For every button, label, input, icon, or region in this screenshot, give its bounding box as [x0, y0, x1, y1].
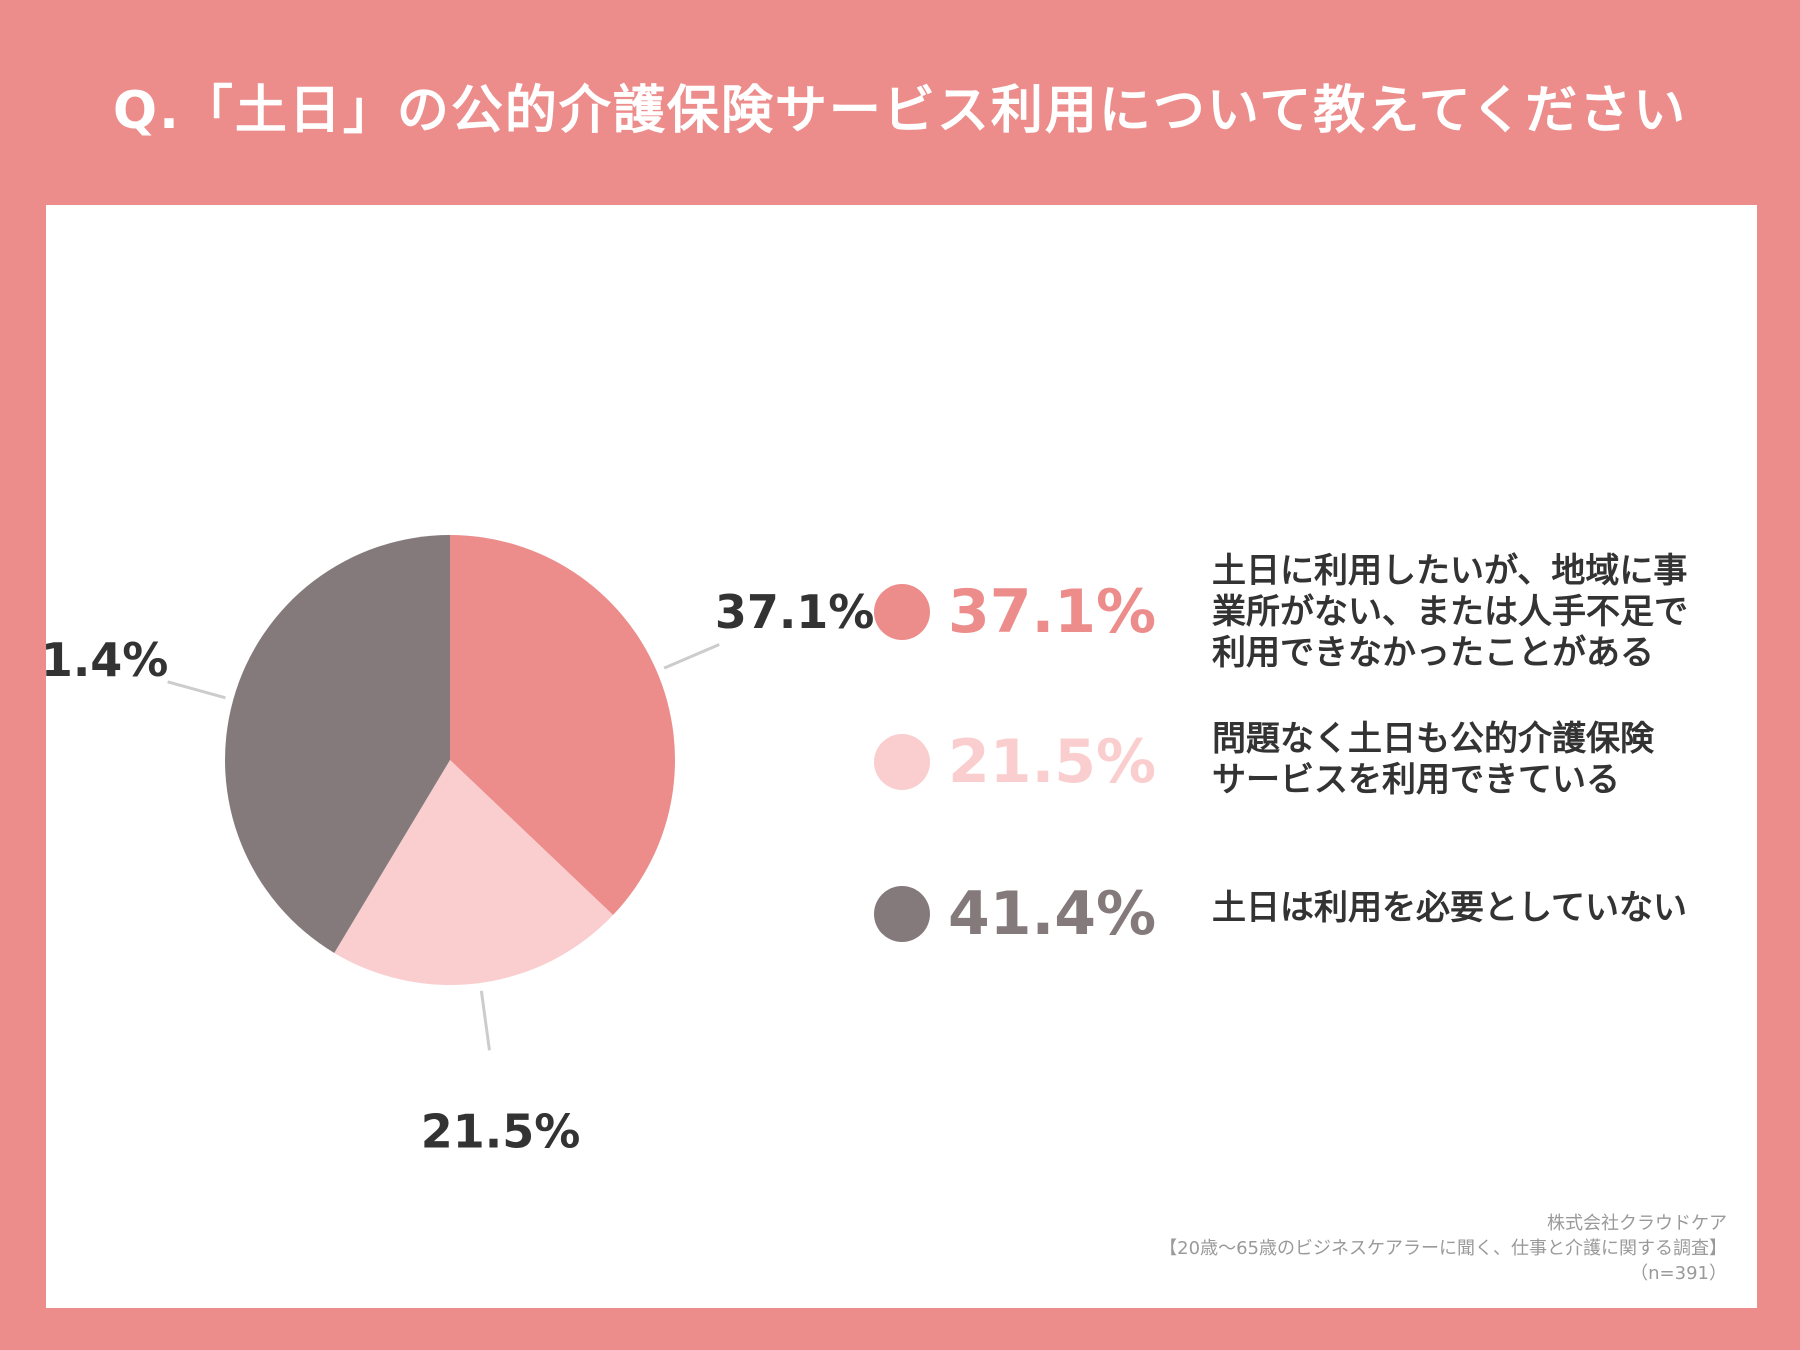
leader-line: [167, 680, 226, 700]
legend-label-2-line: サービスを利用できている: [1212, 760, 1620, 800]
legend-dot-3: [874, 886, 930, 942]
slice-percent-label: 37.1%: [715, 585, 875, 639]
legend-dot-2: [874, 734, 930, 790]
legend-label-1-line: 利用できなかったことがある: [1212, 633, 1654, 673]
pie-chart: 37.1% 21.5% 41.4%: [46, 535, 874, 1159]
legend-dot-1: [874, 584, 930, 640]
pie-slice: [225, 535, 450, 953]
legend-label-3-line: 土日は利用を必要としていない: [1212, 888, 1687, 928]
slice-percent-label: 21.5%: [421, 1105, 581, 1159]
leader-lines: [167, 643, 720, 1051]
source-credit: 株式会社クラウドケア 【20歳～65歳のビジネスケアラーに聞く、仕事と介護に関す…: [1159, 1211, 1727, 1286]
legend-value-1: 37.1%: [948, 577, 1157, 647]
slice-labels: 37.1% 21.5% 41.4%: [46, 585, 874, 1158]
legend-item-3: 41.4%: [874, 879, 1188, 949]
leader-line: [663, 643, 720, 670]
legend-value-2: 21.5%: [948, 727, 1157, 797]
chart-panel: 37.1% 21.5% 41.4% 37.1% 土日に利用したいが、地域に事 業所が…: [46, 205, 1757, 1308]
legend-label-3: 土日は利用を必要としていない: [1212, 888, 1732, 929]
source-sample: （n=391）: [1630, 1263, 1727, 1284]
chart-title: Q.「土日」の公的介護保険サービス利用について教えてください: [112, 81, 1688, 141]
legend-label-2: 問題なく土日も公的介護保険 サービスを利用できている: [1212, 719, 1732, 801]
source-survey: 【20歳～65歳のビジネスケアラーに聞く、仕事と介護に関する調査】: [1159, 1238, 1727, 1259]
legend-label-1-line: 業所がない、または人手不足で: [1212, 592, 1688, 632]
pie-slice: [450, 535, 675, 916]
legend-label-1-line: 土日に利用したいが、地域に事: [1212, 551, 1688, 591]
pie-slices: [225, 535, 675, 985]
slice-percent-label: 41.4%: [46, 633, 168, 687]
pie-slice: [334, 760, 614, 985]
legend-value-3: 41.4%: [948, 879, 1157, 949]
legend-item-1: 37.1%: [874, 577, 1188, 647]
leader-line: [479, 990, 491, 1051]
legend-item-2: 21.5%: [874, 727, 1188, 797]
legend-label-1: 土日に利用したいが、地域に事 業所がない、または人手不足で 利用できなかったこと…: [1212, 551, 1732, 674]
legend-label-2-line: 問題なく土日も公的介護保険: [1212, 719, 1654, 759]
source-company: 株式会社クラウドケア: [1547, 1213, 1727, 1234]
